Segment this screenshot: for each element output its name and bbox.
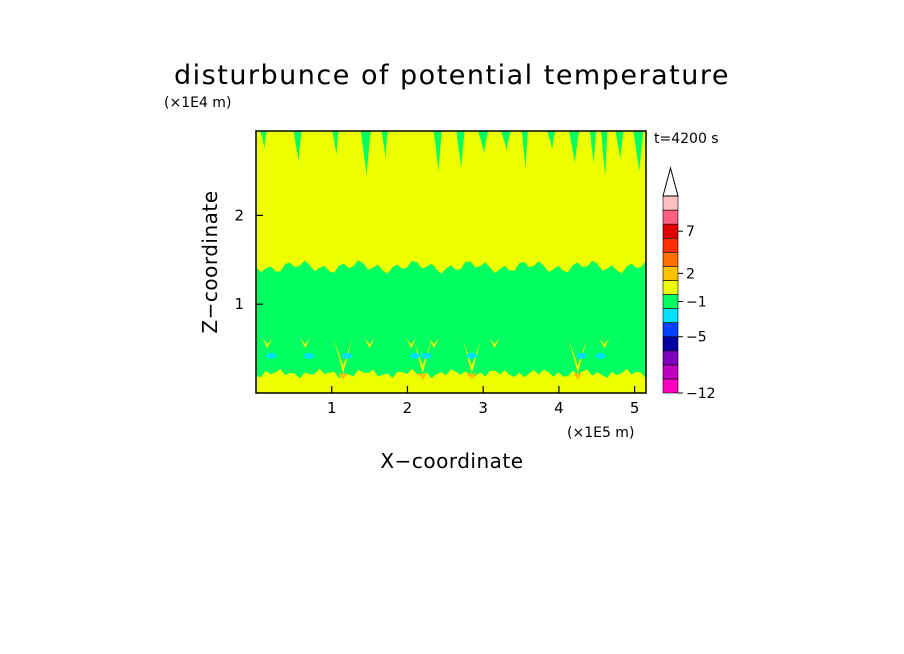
warm-spot <box>466 373 477 380</box>
x-tick-label: 4 <box>554 399 564 417</box>
upper-streak <box>360 131 371 175</box>
x-scale-note: (×1E5 m) <box>567 425 634 441</box>
warm-spot <box>572 373 583 380</box>
colorbar-level <box>662 209 679 225</box>
updraft-plume <box>413 339 432 374</box>
colorbar-extend-arrow <box>662 166 679 197</box>
colorbar-level <box>662 308 679 323</box>
colorbar-level <box>662 195 679 211</box>
upper-streak <box>500 131 511 151</box>
x-tick-label: 1 <box>327 399 337 417</box>
chart-title: disturbunce of potential temperature <box>174 60 730 91</box>
upper-streak <box>569 131 580 163</box>
upper-streak <box>601 131 608 176</box>
updraft-plume <box>462 339 481 374</box>
x-tick-label: 2 <box>403 399 413 417</box>
cold-spot <box>576 352 587 359</box>
colorbar-level <box>662 336 679 352</box>
cold-spot <box>410 352 421 359</box>
colorbar-level <box>662 364 679 380</box>
colorbar-label: 2 <box>686 266 695 282</box>
colorbar-label: −1 <box>686 295 707 311</box>
upper-streak <box>633 131 644 172</box>
colorbar-level <box>662 266 679 281</box>
upper-streak <box>547 131 556 150</box>
y-axis-label: Z−coordinate <box>198 190 222 333</box>
upper-streak <box>332 131 339 155</box>
colorbar-level <box>662 322 679 338</box>
lower-v-shape <box>428 338 439 349</box>
colorbar: −12−5−127 <box>662 166 716 402</box>
time-label: t=4200 s <box>654 131 719 147</box>
y-tick-label: 1 <box>234 295 244 313</box>
y-axis: 12 <box>234 206 263 313</box>
lower-v-shape <box>262 338 273 349</box>
cold-spot <box>341 352 352 359</box>
upper-streak <box>293 131 302 162</box>
warm-spot <box>338 373 349 380</box>
cold-spot <box>266 352 277 359</box>
cold-spot <box>466 352 477 359</box>
colorbar-label: −5 <box>686 330 707 346</box>
colorbar-level <box>662 237 679 253</box>
colorbar-level <box>662 378 679 394</box>
plot-area <box>256 131 646 393</box>
plot-frame <box>255 130 647 394</box>
cold-spot <box>421 352 432 359</box>
lower-v-shape <box>489 338 500 349</box>
colorbar-level <box>662 251 679 267</box>
updraft-plume <box>334 339 353 374</box>
x-tick-label: 3 <box>478 399 488 417</box>
upper-streak <box>589 131 596 164</box>
y-scale-note: (×1E4 m) <box>164 95 231 111</box>
lower-v-shape <box>406 338 417 349</box>
upper-streak <box>381 131 388 158</box>
upper-streak <box>615 131 624 159</box>
lower-v-shape <box>599 338 610 349</box>
y-tick-label: 2 <box>234 206 244 224</box>
colorbar-level <box>662 350 679 366</box>
updraft-plume <box>568 339 587 374</box>
cold-band <box>256 260 646 379</box>
warm-spot <box>417 373 428 380</box>
colorbar-label: −12 <box>686 386 716 402</box>
upper-streak <box>260 131 267 149</box>
cold-spot <box>595 352 606 359</box>
x-axis: 1 2 3 4 5 <box>327 386 639 417</box>
upper-streak <box>456 131 465 168</box>
upper-streak <box>478 131 489 154</box>
colorbar-level <box>662 294 679 309</box>
lower-v-shape <box>300 338 311 349</box>
x-axis-label: X−coordinate <box>380 449 523 473</box>
colorbar-label: 7 <box>686 224 695 240</box>
colorbar-level <box>662 280 679 295</box>
cold-spot <box>304 352 315 359</box>
lower-v-shape <box>364 338 375 349</box>
upper-streak <box>433 131 442 171</box>
colorbar-level <box>662 223 679 239</box>
upper-streak <box>521 131 528 167</box>
x-tick-label: 5 <box>630 399 640 417</box>
